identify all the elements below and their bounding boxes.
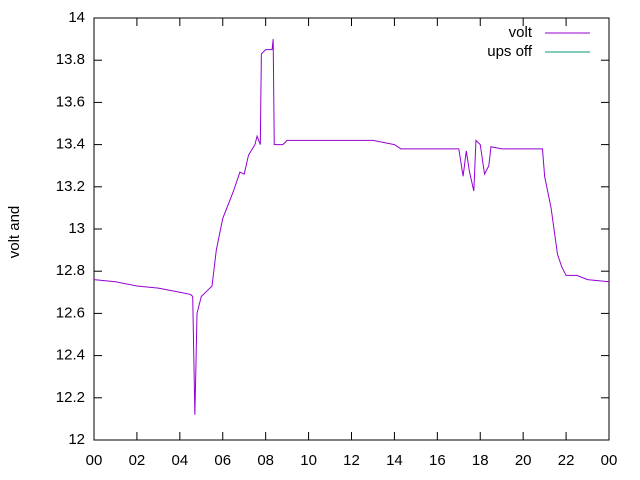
x-tick-label: 00 <box>601 452 618 469</box>
y-tick-label: 12.6 <box>56 304 85 321</box>
x-tick-label: 08 <box>257 452 274 469</box>
y-tick-label: 12.8 <box>56 262 85 279</box>
x-tick-label: 22 <box>558 452 575 469</box>
y-tick-label: 12.2 <box>56 389 85 406</box>
x-tick-label: 16 <box>429 452 446 469</box>
x-tick-label: 20 <box>515 452 532 469</box>
line-series <box>93 39 610 415</box>
x-tick-label: 12 <box>343 452 360 469</box>
x-tick-label: 10 <box>300 452 317 469</box>
y-tick-label: 13.2 <box>56 178 85 195</box>
legend-label: ups off <box>487 43 533 60</box>
y-tick-label: 14 <box>68 9 85 26</box>
x-tick-label: 14 <box>386 452 403 469</box>
x-tick-label: 02 <box>129 452 146 469</box>
x-tick-label: 00 <box>86 452 103 469</box>
x-tick-label: 06 <box>214 452 231 469</box>
y-tick-label: 13.8 <box>56 51 85 68</box>
y-tick-label: 13 <box>68 220 85 237</box>
y-tick-label: 13.4 <box>56 136 85 153</box>
legend-label: volt <box>509 24 533 41</box>
plot-frame <box>93 17 610 441</box>
x-tick-label: 04 <box>171 452 188 469</box>
y-tick-label: 13.6 <box>56 93 85 110</box>
x-tick-label: 18 <box>472 452 489 469</box>
y-axis-label: volt and <box>6 206 23 259</box>
y-tick-label: 12.4 <box>56 347 85 364</box>
y-tick-label: 12 <box>68 431 85 448</box>
